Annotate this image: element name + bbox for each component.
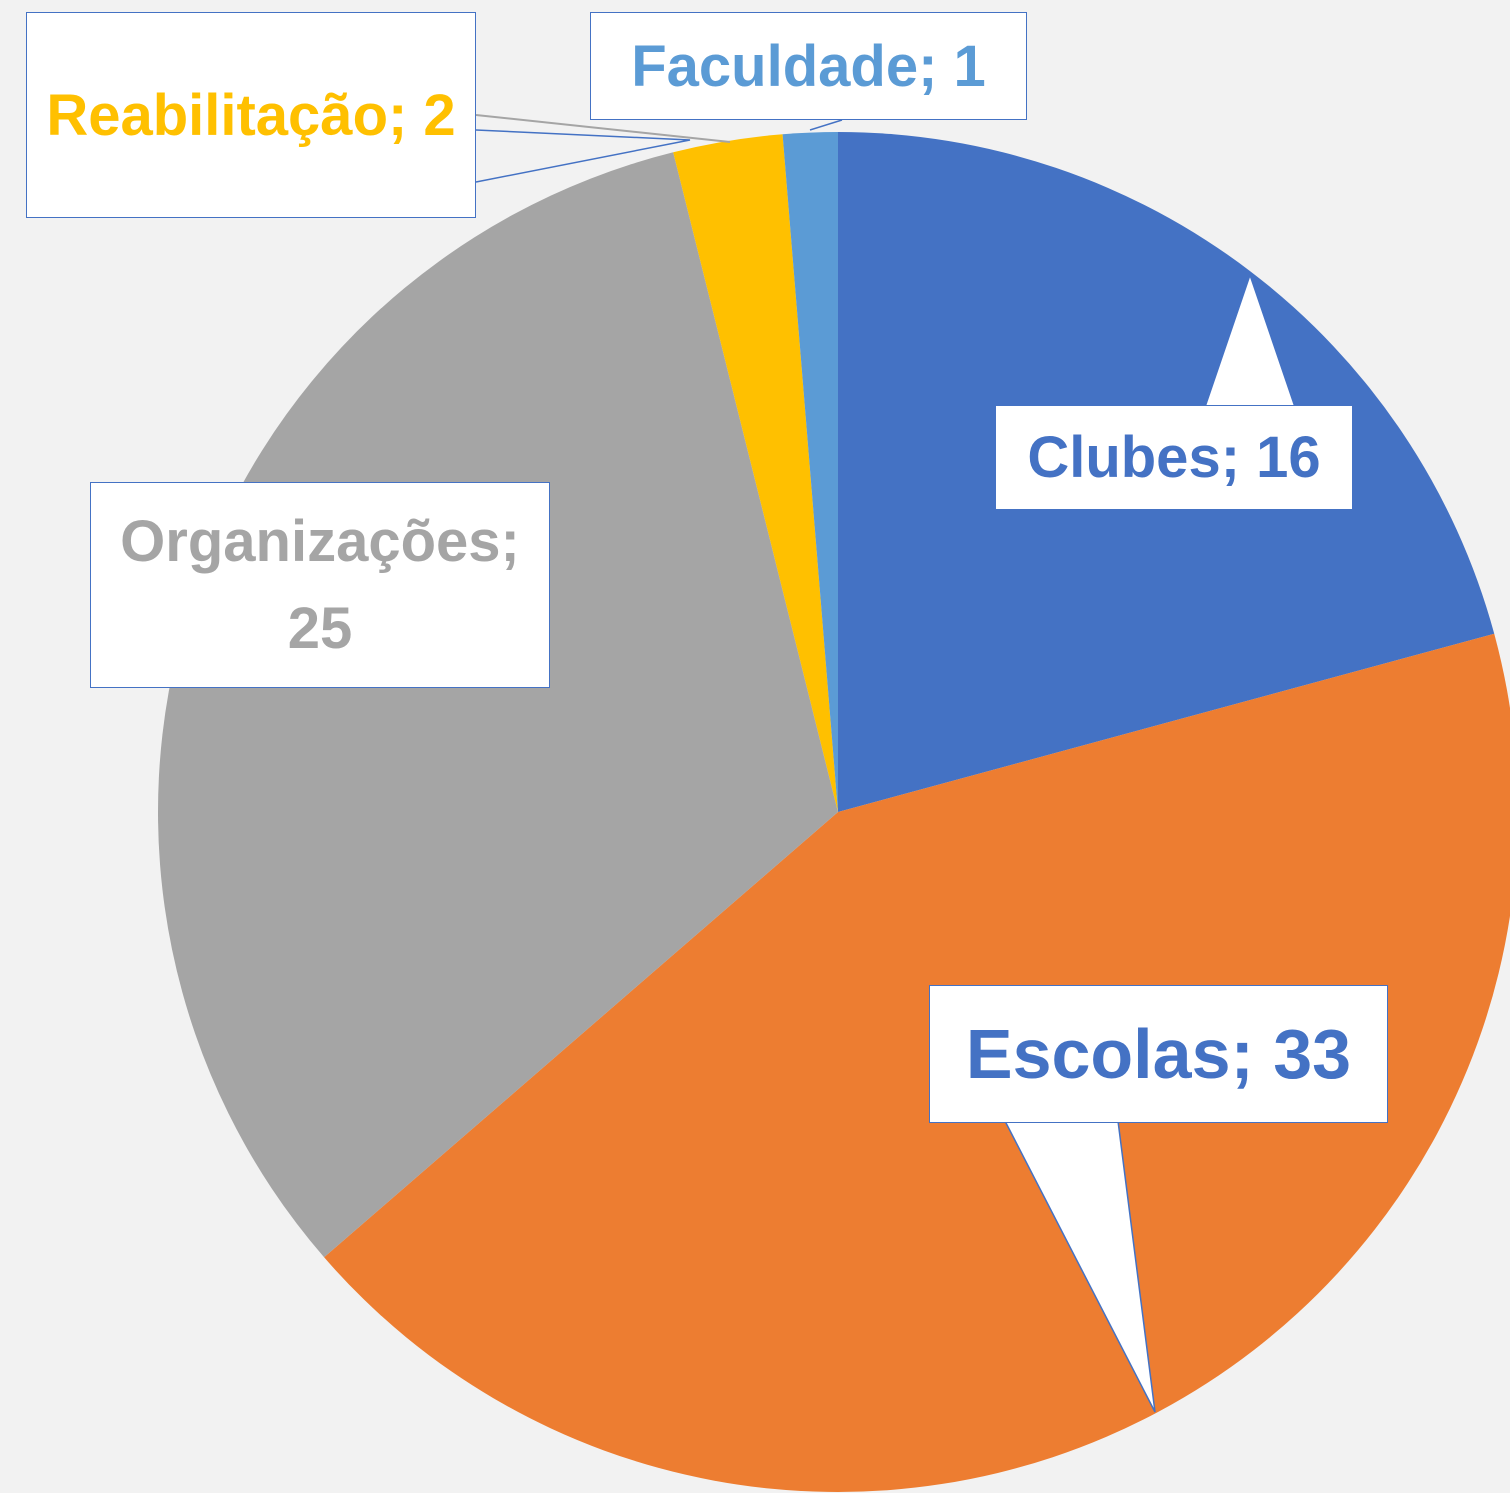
leader-line [475,129,691,183]
pie-slice [673,134,838,813]
data-label: Escolas; 33 [929,985,1388,1123]
slices [158,132,1510,1493]
data-label: Faculdade; 1 [590,12,1027,120]
leader-line [809,119,843,131]
pie-slice [324,633,1510,1493]
pie-slice [158,152,838,1258]
pie-slice [782,132,838,812]
data-label: Organizações; 25 [90,482,550,688]
data-label: Clubes; 16 [995,405,1353,510]
leader-line [475,114,731,143]
data-label: Reabilitação; 2 [26,12,476,218]
